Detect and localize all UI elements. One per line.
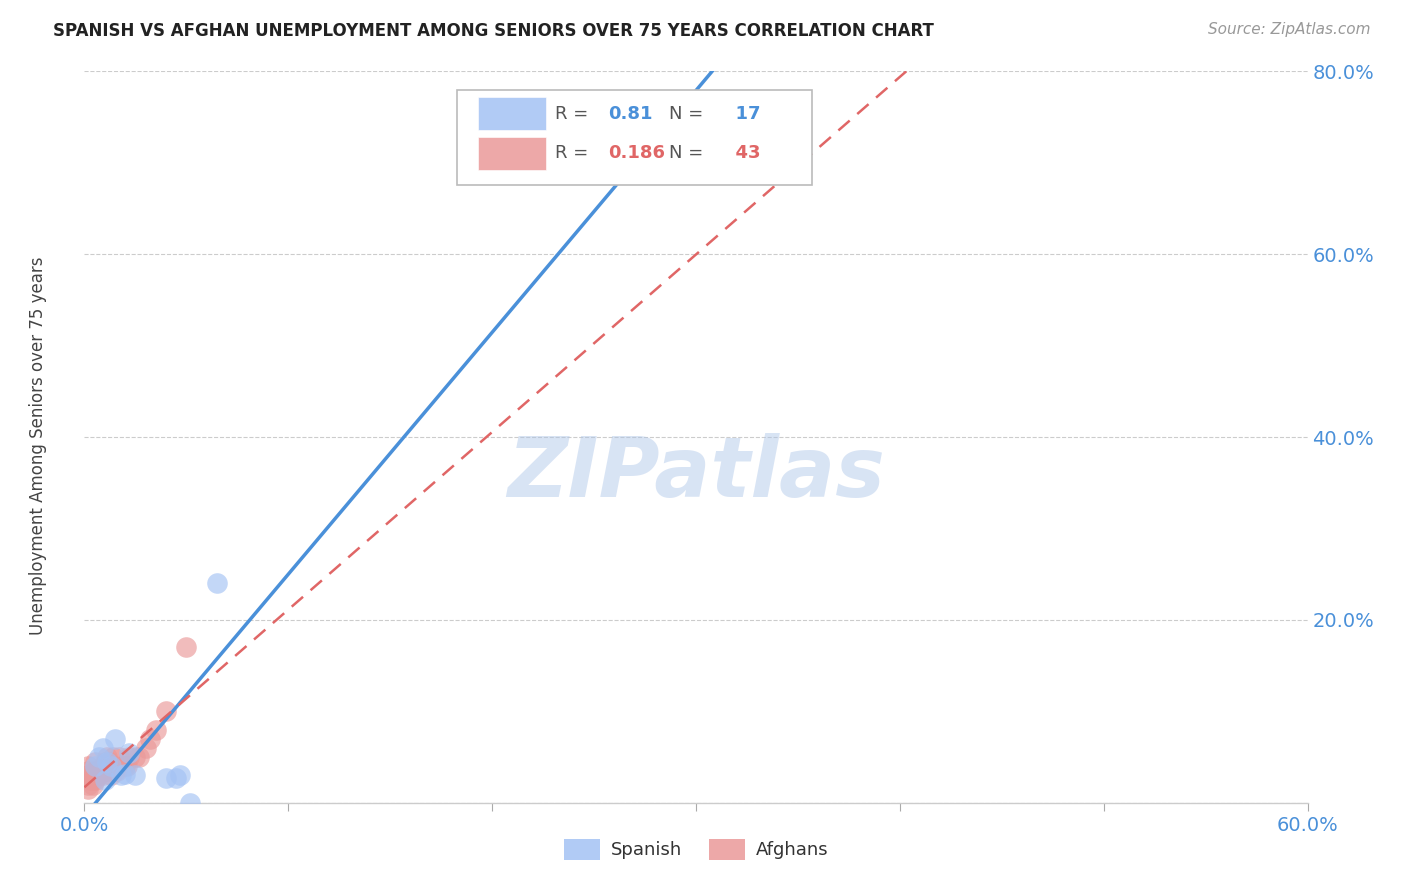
- Point: [118, 750, 141, 764]
- Point: [96, 750, 118, 764]
- Point: [83, 764, 105, 778]
- Text: R =: R =: [555, 145, 595, 162]
- Point: [112, 759, 135, 773]
- Text: 43: 43: [723, 145, 761, 162]
- FancyBboxPatch shape: [457, 90, 813, 185]
- Point: [138, 731, 160, 746]
- Text: 0.81: 0.81: [607, 104, 652, 123]
- Point: [83, 772, 105, 787]
- Point: [91, 768, 114, 782]
- Point: [83, 759, 105, 773]
- Legend: Spanish, Afghans: Spanish, Afghans: [557, 831, 835, 867]
- Text: 0.186: 0.186: [607, 145, 665, 162]
- Point: [77, 759, 100, 773]
- Point: [93, 755, 115, 769]
- Point: [124, 750, 146, 764]
- Point: [87, 750, 110, 764]
- Point: [83, 755, 105, 769]
- Point: [93, 764, 115, 778]
- Point: [145, 723, 167, 737]
- Point: [96, 755, 118, 769]
- Point: [77, 782, 100, 797]
- Text: R =: R =: [555, 104, 595, 123]
- Point: [179, 796, 201, 810]
- Point: [82, 772, 104, 787]
- Point: [205, 576, 228, 591]
- Text: 17: 17: [723, 104, 761, 123]
- Point: [104, 764, 127, 778]
- Point: [114, 759, 136, 773]
- Point: [79, 772, 101, 787]
- Point: [108, 750, 131, 764]
- Point: [87, 768, 110, 782]
- Point: [169, 768, 191, 782]
- Point: [91, 759, 114, 773]
- FancyBboxPatch shape: [478, 97, 546, 130]
- Text: Source: ZipAtlas.com: Source: ZipAtlas.com: [1208, 22, 1371, 37]
- Point: [118, 746, 141, 760]
- Point: [91, 740, 114, 755]
- Point: [100, 759, 122, 773]
- Point: [90, 764, 112, 778]
- Point: [77, 764, 100, 778]
- Point: [97, 755, 120, 769]
- Point: [124, 768, 146, 782]
- Point: [128, 750, 150, 764]
- Point: [82, 778, 104, 792]
- Text: ZIPatlas: ZIPatlas: [508, 434, 884, 514]
- Point: [100, 768, 122, 782]
- Point: [87, 764, 110, 778]
- Point: [155, 705, 177, 719]
- Point: [104, 759, 127, 773]
- Point: [174, 640, 197, 655]
- Point: [101, 750, 124, 764]
- Point: [97, 764, 120, 778]
- Point: [77, 768, 100, 782]
- Point: [110, 768, 132, 782]
- Point: [86, 768, 108, 782]
- Point: [115, 759, 138, 773]
- Text: Unemployment Among Seniors over 75 years: Unemployment Among Seniors over 75 years: [30, 257, 46, 635]
- Point: [104, 731, 127, 746]
- Point: [105, 764, 128, 778]
- Point: [96, 755, 118, 769]
- Point: [155, 771, 177, 785]
- Text: N =: N =: [669, 104, 709, 123]
- Point: [97, 759, 120, 773]
- Point: [93, 764, 115, 778]
- Point: [114, 766, 136, 780]
- Point: [86, 764, 108, 778]
- FancyBboxPatch shape: [478, 136, 546, 169]
- Text: N =: N =: [669, 145, 709, 162]
- Point: [135, 740, 157, 755]
- Text: SPANISH VS AFGHAN UNEMPLOYMENT AMONG SENIORS OVER 75 YEARS CORRELATION CHART: SPANISH VS AFGHAN UNEMPLOYMENT AMONG SEN…: [53, 22, 935, 40]
- Point: [93, 772, 115, 787]
- Point: [77, 778, 100, 792]
- Point: [165, 771, 187, 785]
- Point: [613, 137, 636, 152]
